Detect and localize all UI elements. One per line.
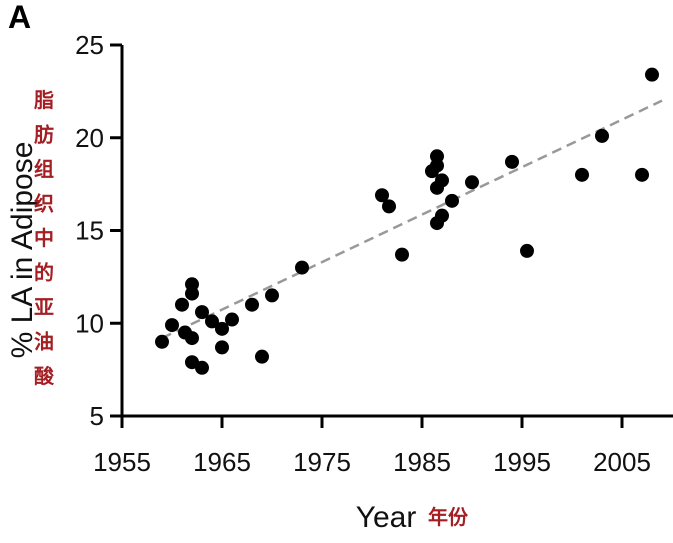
y-axis-label: % LA in Adipose bbox=[6, 142, 39, 359]
x-tick-label: 1995 bbox=[493, 447, 551, 477]
data-point bbox=[382, 199, 396, 214]
y-tick-label: 15 bbox=[75, 216, 104, 246]
data-point bbox=[435, 173, 449, 188]
data-point bbox=[635, 167, 649, 182]
data-point bbox=[265, 288, 279, 303]
y-axis-label-cn-char: 的 bbox=[34, 261, 54, 285]
data-point bbox=[575, 167, 589, 182]
y-tick-group: 5 10 15 20 25 bbox=[75, 30, 122, 431]
y-axis-label-cn-char: 肪 bbox=[34, 123, 54, 147]
x-tick-label: 1975 bbox=[293, 447, 351, 477]
y-tick-label: 10 bbox=[75, 308, 104, 338]
y-axis-label-cn-char: 组 bbox=[34, 157, 54, 181]
y-axis-label-cn-char: 脂 bbox=[34, 88, 54, 112]
data-point bbox=[185, 286, 199, 301]
data-point bbox=[295, 260, 309, 275]
y-axis-label-cn-char: 中 bbox=[34, 226, 54, 250]
y-axis-label-cn: 脂肪组织中的亚油酸 bbox=[34, 88, 55, 388]
data-point bbox=[435, 208, 449, 223]
data-point bbox=[175, 297, 189, 312]
x-tick-label: 1955 bbox=[93, 447, 151, 477]
x-axis-label-cn: 年份 bbox=[428, 505, 469, 529]
data-point bbox=[155, 334, 169, 349]
x-tick-label: 2005 bbox=[593, 447, 651, 477]
x-axis-title: Year 年份 bbox=[356, 501, 469, 534]
data-point bbox=[430, 158, 444, 173]
data-point bbox=[595, 128, 609, 143]
y-axis-label-cn-char: 酸 bbox=[34, 364, 55, 388]
y-axis-label-cn-char: 亚 bbox=[34, 295, 54, 319]
data-point bbox=[215, 321, 229, 336]
data-point bbox=[225, 312, 239, 327]
data-point bbox=[165, 318, 179, 333]
x-axis-label: Year bbox=[356, 501, 417, 534]
x-tick-label: 1985 bbox=[393, 447, 451, 477]
x-tick-group: 1955 1965 1975 1985 1995 2005 bbox=[93, 416, 651, 477]
y-tick-label: 25 bbox=[75, 30, 104, 60]
data-point bbox=[195, 305, 209, 320]
y-axis-title: % LA in Adipose 脂肪组织中的亚油酸 bbox=[6, 88, 55, 388]
data-point bbox=[505, 154, 519, 169]
data-point bbox=[205, 314, 219, 329]
data-point bbox=[255, 349, 269, 364]
data-point bbox=[185, 331, 199, 346]
y-axis-label-cn-char: 油 bbox=[34, 330, 54, 354]
y-tick-label: 20 bbox=[75, 123, 104, 153]
x-axis: 1955 1965 1975 1985 1995 2005 bbox=[93, 414, 673, 477]
data-point bbox=[445, 193, 459, 208]
data-point bbox=[520, 243, 534, 258]
data-point bbox=[375, 188, 389, 203]
y-axis-label-cn-char: 织 bbox=[34, 192, 54, 216]
data-points bbox=[155, 67, 659, 375]
data-point bbox=[465, 175, 479, 190]
y-tick-label: 5 bbox=[90, 401, 104, 431]
data-point bbox=[645, 67, 659, 82]
x-tick-label: 1965 bbox=[193, 447, 251, 477]
data-point bbox=[395, 247, 409, 262]
panel-label: A bbox=[8, 0, 31, 35]
data-point bbox=[195, 360, 209, 375]
trendline bbox=[161, 99, 663, 340]
data-point bbox=[215, 340, 229, 355]
data-point bbox=[245, 297, 259, 312]
y-axis: 5 10 15 20 25 bbox=[75, 30, 124, 431]
